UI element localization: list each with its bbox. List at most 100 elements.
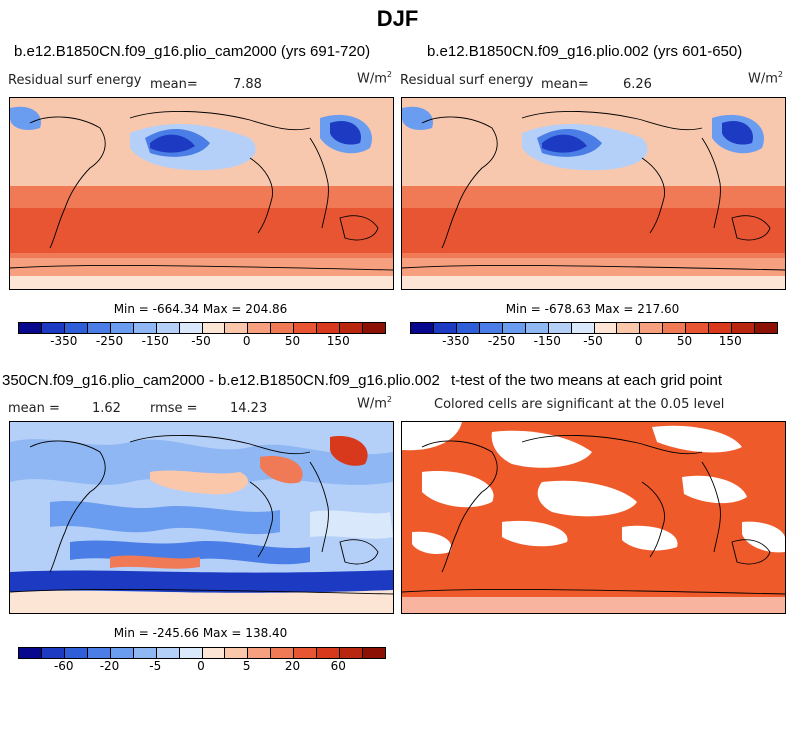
variable-label-top-right: Residual surf energy (400, 73, 534, 88)
colorbar-swatch (202, 323, 226, 333)
colorbar-tick-label: -50 (191, 334, 211, 348)
colorbar-swatch (133, 323, 157, 333)
colorbar-swatch (110, 323, 134, 333)
colorbar-swatch (156, 648, 180, 658)
colorbar-tick-label: 5 (242, 659, 251, 673)
colorbar-swatch (411, 323, 434, 333)
mean-value-top-right: 6.26 (623, 77, 652, 92)
colorbar-top-right (410, 322, 778, 334)
units-top-right: W/m2 (748, 70, 783, 87)
colorbar-swatch (709, 323, 733, 333)
colorbar-swatch (363, 648, 385, 658)
colorbar-swatch (294, 323, 318, 333)
min-max-top-left: Min = -664.34 Max = 204.86 (113, 302, 288, 316)
colorbar-swatch (294, 648, 318, 658)
rmse-label-bottom-left: rmse = (150, 401, 198, 416)
mean-label-top-left: mean= (150, 77, 198, 92)
colorbar-swatch (525, 323, 549, 333)
colorbar-swatch (732, 323, 756, 333)
colorbar-swatch (479, 323, 503, 333)
colorbar-swatch (64, 648, 88, 658)
units-top-left: W/m2 (357, 70, 392, 87)
colorbar-tick-label: 0 (242, 334, 251, 348)
colorbar-tick-label: -350 (50, 334, 78, 348)
colorbar-swatch (248, 648, 272, 658)
colorbar-swatch (202, 648, 226, 658)
colorbar-swatch (755, 323, 777, 333)
colorbar-tick-label: -250 (487, 334, 516, 348)
colorbar-swatch (19, 323, 42, 333)
colorbar-swatch (271, 648, 295, 658)
units-bottom-left: W/m2 (357, 395, 392, 412)
colorbar-swatch (271, 323, 295, 333)
colorbar-tick-label: 0 (634, 334, 643, 348)
colorbar-ticks-top-right: -350 -250 -150 -50 0 50 150 (410, 334, 776, 350)
colorbar-tick-label: -150 (533, 334, 561, 348)
colorbar-swatch (19, 648, 42, 658)
colorbar-swatch (156, 323, 180, 333)
colorbar-swatch (686, 323, 710, 333)
colorbar-swatch (225, 323, 249, 333)
colorbar-bottom-left (18, 647, 386, 659)
figure-title: DJF (376, 6, 419, 31)
colorbar-swatch (502, 323, 526, 333)
colorbar-swatch (41, 323, 65, 333)
colorbar-swatch (248, 323, 272, 333)
colorbar-swatch (110, 648, 134, 658)
mean-value-top-left: 7.88 (233, 77, 262, 92)
colorbar-tick-label: -250 (95, 334, 124, 348)
colorbar-tick-label: 20 (284, 659, 301, 673)
colorbar-swatch (594, 323, 618, 333)
mean-label-top-right: mean= (541, 77, 589, 92)
colorbar-swatch (340, 648, 364, 658)
colorbar-tick-label: 50 (284, 334, 301, 348)
colorbar-ticks-top-left: -350 -250 -150 -50 0 50 150 (18, 334, 384, 350)
min-max-top-right: Min = -678.63 Max = 217.60 (505, 302, 680, 316)
colorbar-swatch (179, 323, 203, 333)
mean-value-bottom-left: 1.62 (92, 401, 121, 416)
colorbar-swatch (41, 648, 65, 658)
panel-subtitle-bottom-right: Colored cells are significant at the 0.0… (434, 397, 725, 412)
colorbar-swatch (87, 323, 111, 333)
colorbar-ticks-bottom-left: -60 -20 -5 0 5 20 60 (18, 659, 384, 675)
colorbar-swatch (456, 323, 480, 333)
colorbar-tick-label: -20 (99, 659, 120, 673)
colorbar-swatch (179, 648, 203, 658)
panel-title-bottom-left: 350CN.f09_g16.plio_cam2000 - b.e12.B1850… (2, 372, 440, 389)
colorbar-tick-label: 150 (326, 334, 350, 348)
colorbar-tick-label: -5 (149, 659, 162, 673)
colorbar-swatch (225, 648, 249, 658)
colorbar-swatch (617, 323, 641, 333)
colorbar-swatch (433, 323, 457, 333)
variable-label-top-left: Residual surf energy (8, 73, 142, 88)
colorbar-swatch (663, 323, 687, 333)
colorbar-tick-label: -50 (583, 334, 603, 348)
colorbar-tick-label: 60 (330, 659, 346, 673)
panel-title-bottom-right: t-test of the two means at each grid poi… (451, 372, 722, 389)
colorbar-swatch (548, 323, 572, 333)
colorbar-swatch (317, 648, 341, 658)
colorbar-tick-label: -60 (53, 659, 74, 673)
colorbar-tick-label: -150 (141, 334, 169, 348)
colorbar-swatch (133, 648, 157, 658)
map-top-left (9, 97, 394, 290)
colorbar-tick-label: 150 (718, 334, 742, 348)
colorbar-swatch (87, 648, 111, 658)
rmse-value-bottom-left: 14.23 (230, 401, 268, 416)
colorbar-tick-label: 0 (197, 659, 205, 673)
colorbar-swatch (64, 323, 88, 333)
panel-title-top-left: b.e12.B1850CN.f09_g16.plio_cam2000 (yrs … (14, 43, 371, 60)
colorbar-tick-label: -350 (442, 334, 470, 348)
map-bottom-left (9, 421, 394, 614)
colorbar-swatch (640, 323, 664, 333)
colorbar-swatch (317, 323, 341, 333)
colorbar-swatch (571, 323, 595, 333)
map-bottom-right (401, 421, 786, 614)
min-max-bottom-left: Min = -245.66 Max = 138.40 (113, 626, 288, 640)
panel-title-top-right: b.e12.B1850CN.f09_g16.plio.002 (yrs 601-… (427, 43, 743, 60)
colorbar-swatch (340, 323, 364, 333)
colorbar-tick-label: 50 (676, 334, 693, 348)
map-top-right (401, 97, 786, 290)
mean-label-bottom-left: mean = (8, 401, 60, 416)
colorbar-swatch (363, 323, 385, 333)
